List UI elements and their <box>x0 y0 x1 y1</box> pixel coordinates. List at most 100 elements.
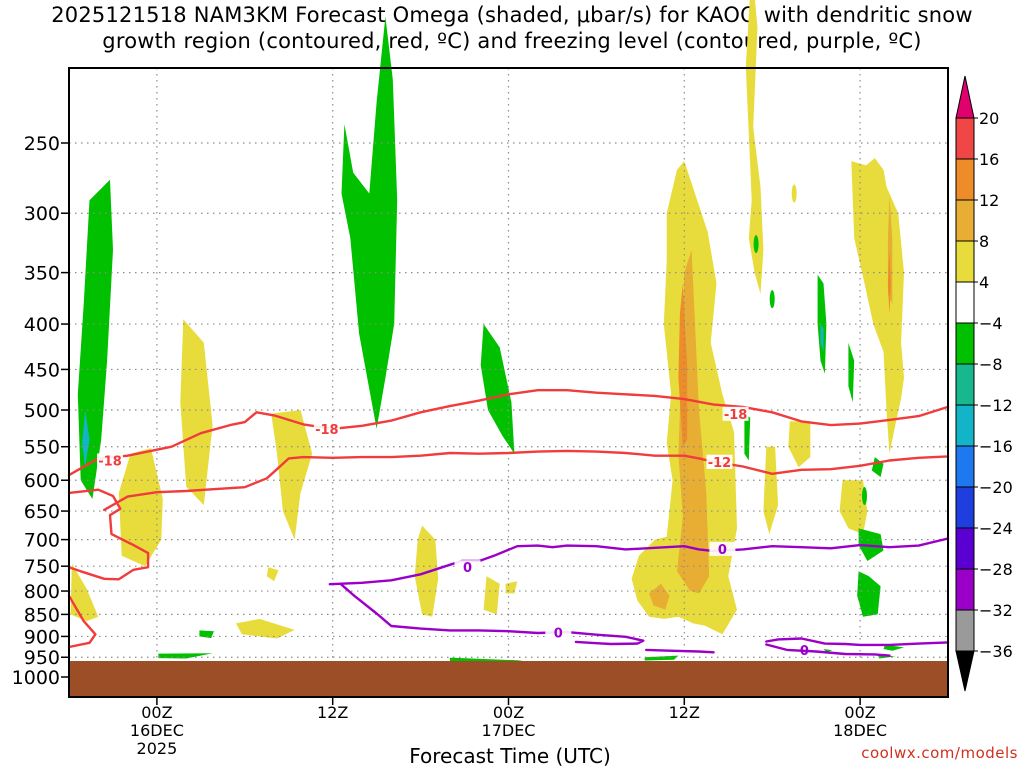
source-credit: coolwx.com/models <box>861 744 1018 762</box>
colorbar-band <box>955 527 975 570</box>
freezing-level-contour-label-bg <box>709 541 736 556</box>
dgz-contour-label-bg <box>706 454 733 469</box>
x-tick-label: 2025 <box>137 739 178 758</box>
omega-region <box>678 283 688 447</box>
omega-region <box>744 413 751 461</box>
chart-title-line-1: 2025121518 NAM3KM Forecast Omega (shaded… <box>51 3 973 27</box>
freezing-level-contour <box>340 583 645 646</box>
y-tick-label: 300 <box>24 203 60 225</box>
freezing-level-contour-label-bg <box>545 625 572 640</box>
colorbar-band <box>955 486 975 529</box>
dgz-contour-label: -18 <box>98 454 122 469</box>
omega-region <box>763 446 779 535</box>
axes-layer: 2503003504004505005506006507007508008509… <box>12 67 949 758</box>
x-tick-label: 18DEC <box>833 721 887 740</box>
omega-region <box>341 16 398 429</box>
colorbar-label: 4 <box>979 273 989 292</box>
omega-region <box>791 184 797 203</box>
y-tick-label: 350 <box>24 263 60 285</box>
omega-region <box>745 0 764 294</box>
omega-region <box>118 448 163 567</box>
omega-region <box>883 644 904 651</box>
ground-surface <box>69 661 948 697</box>
colorbar-label: −24 <box>979 519 1013 538</box>
y-tick-label: 250 <box>24 133 60 155</box>
colorbar-band <box>955 117 975 160</box>
x-tick-label: 00Z <box>141 703 172 722</box>
omega-region <box>236 618 295 639</box>
omega-region <box>861 486 867 505</box>
colorbar-band <box>955 363 975 406</box>
x-tick-label: 16DEC <box>130 721 184 740</box>
colorbar-label: −28 <box>979 560 1013 579</box>
colorbar-band <box>955 609 975 652</box>
freezing-level-contour <box>645 648 715 654</box>
chart-title-line-2: growth region (contoured, red, ºC) and f… <box>102 29 922 53</box>
chart-title: 2025121518 NAM3KM Forecast Omega (shaded… <box>0 2 1024 54</box>
omega-region <box>753 235 759 254</box>
colorbar-band <box>955 322 975 365</box>
dgz-contour-label-bg <box>97 453 124 468</box>
y-tick-label: 700 <box>24 530 60 552</box>
omega-region <box>817 274 827 374</box>
omega-region <box>77 179 113 499</box>
colorbar-label: −32 <box>979 601 1013 620</box>
omega-shading-layer <box>69 0 948 697</box>
dgz-contour <box>67 488 150 581</box>
omega-region <box>480 324 515 454</box>
colorbar-band <box>955 158 975 201</box>
colorbar-band <box>955 445 975 488</box>
colorbar-label: 16 <box>979 150 999 169</box>
x-tick-label: 00Z <box>493 703 524 722</box>
omega-region <box>857 571 881 617</box>
omega-region <box>887 249 891 315</box>
grid-layer <box>69 68 948 697</box>
dgz-contour-label: -18 <box>724 408 748 423</box>
colorbar-label: 20 <box>979 109 999 128</box>
omega-region <box>848 342 855 403</box>
dgz-contour-label-bg <box>313 421 340 436</box>
dgz-contour <box>67 389 950 477</box>
x-tick-label: 17DEC <box>482 721 536 740</box>
omega-region <box>271 410 313 540</box>
y-tick-label: 550 <box>24 437 60 459</box>
colorbar-band <box>955 281 975 324</box>
y-tick-label: 400 <box>24 314 60 336</box>
colorbar-label: 8 <box>979 232 989 251</box>
omega-region <box>649 583 670 610</box>
omega-region <box>769 290 775 309</box>
colorbar-top-arrow <box>955 75 975 119</box>
omega-region <box>266 567 279 582</box>
colorbar-label: 12 <box>979 191 999 210</box>
y-tick-label: 650 <box>24 501 60 523</box>
omega-region <box>483 576 500 615</box>
freezing-level-contour-label: 0 <box>554 627 563 642</box>
colorbar-band <box>955 404 975 447</box>
colorbar-label: −36 <box>979 642 1013 661</box>
x-axis-title: Forecast Time (UTC) <box>409 744 611 768</box>
x-tick-label: 00Z <box>844 703 875 722</box>
y-tick-label: 950 <box>24 647 60 669</box>
colorbar-label: −8 <box>979 355 1003 374</box>
omega-region <box>180 319 213 506</box>
omega-region <box>82 410 90 468</box>
colorbar-band <box>955 240 975 283</box>
x-tick-label: 12Z <box>317 703 348 722</box>
freezing-level-contour-label-bg <box>454 560 481 575</box>
omega-colorbar: 20 16 12 8 4 −4 −8 −12 −16 −20 −24 −28 −32 −36 <box>955 75 1013 692</box>
freezing-level-contour-label: 0 <box>718 543 727 558</box>
dgz-contour <box>103 449 950 512</box>
x-tick-label: 12Z <box>669 703 700 722</box>
omega-region <box>839 480 868 535</box>
y-tick-label: 750 <box>24 556 60 578</box>
freezing-level-contour <box>765 637 950 647</box>
colorbar-label: −12 <box>979 396 1013 415</box>
freezing-level-contour <box>765 643 891 657</box>
y-tick-label: 1000 <box>12 667 60 689</box>
colorbar-band <box>955 568 975 611</box>
freezing-level-contour-label: 0 <box>463 561 472 576</box>
y-tick-label: 450 <box>24 359 60 381</box>
colorbar-label: −4 <box>979 314 1003 333</box>
